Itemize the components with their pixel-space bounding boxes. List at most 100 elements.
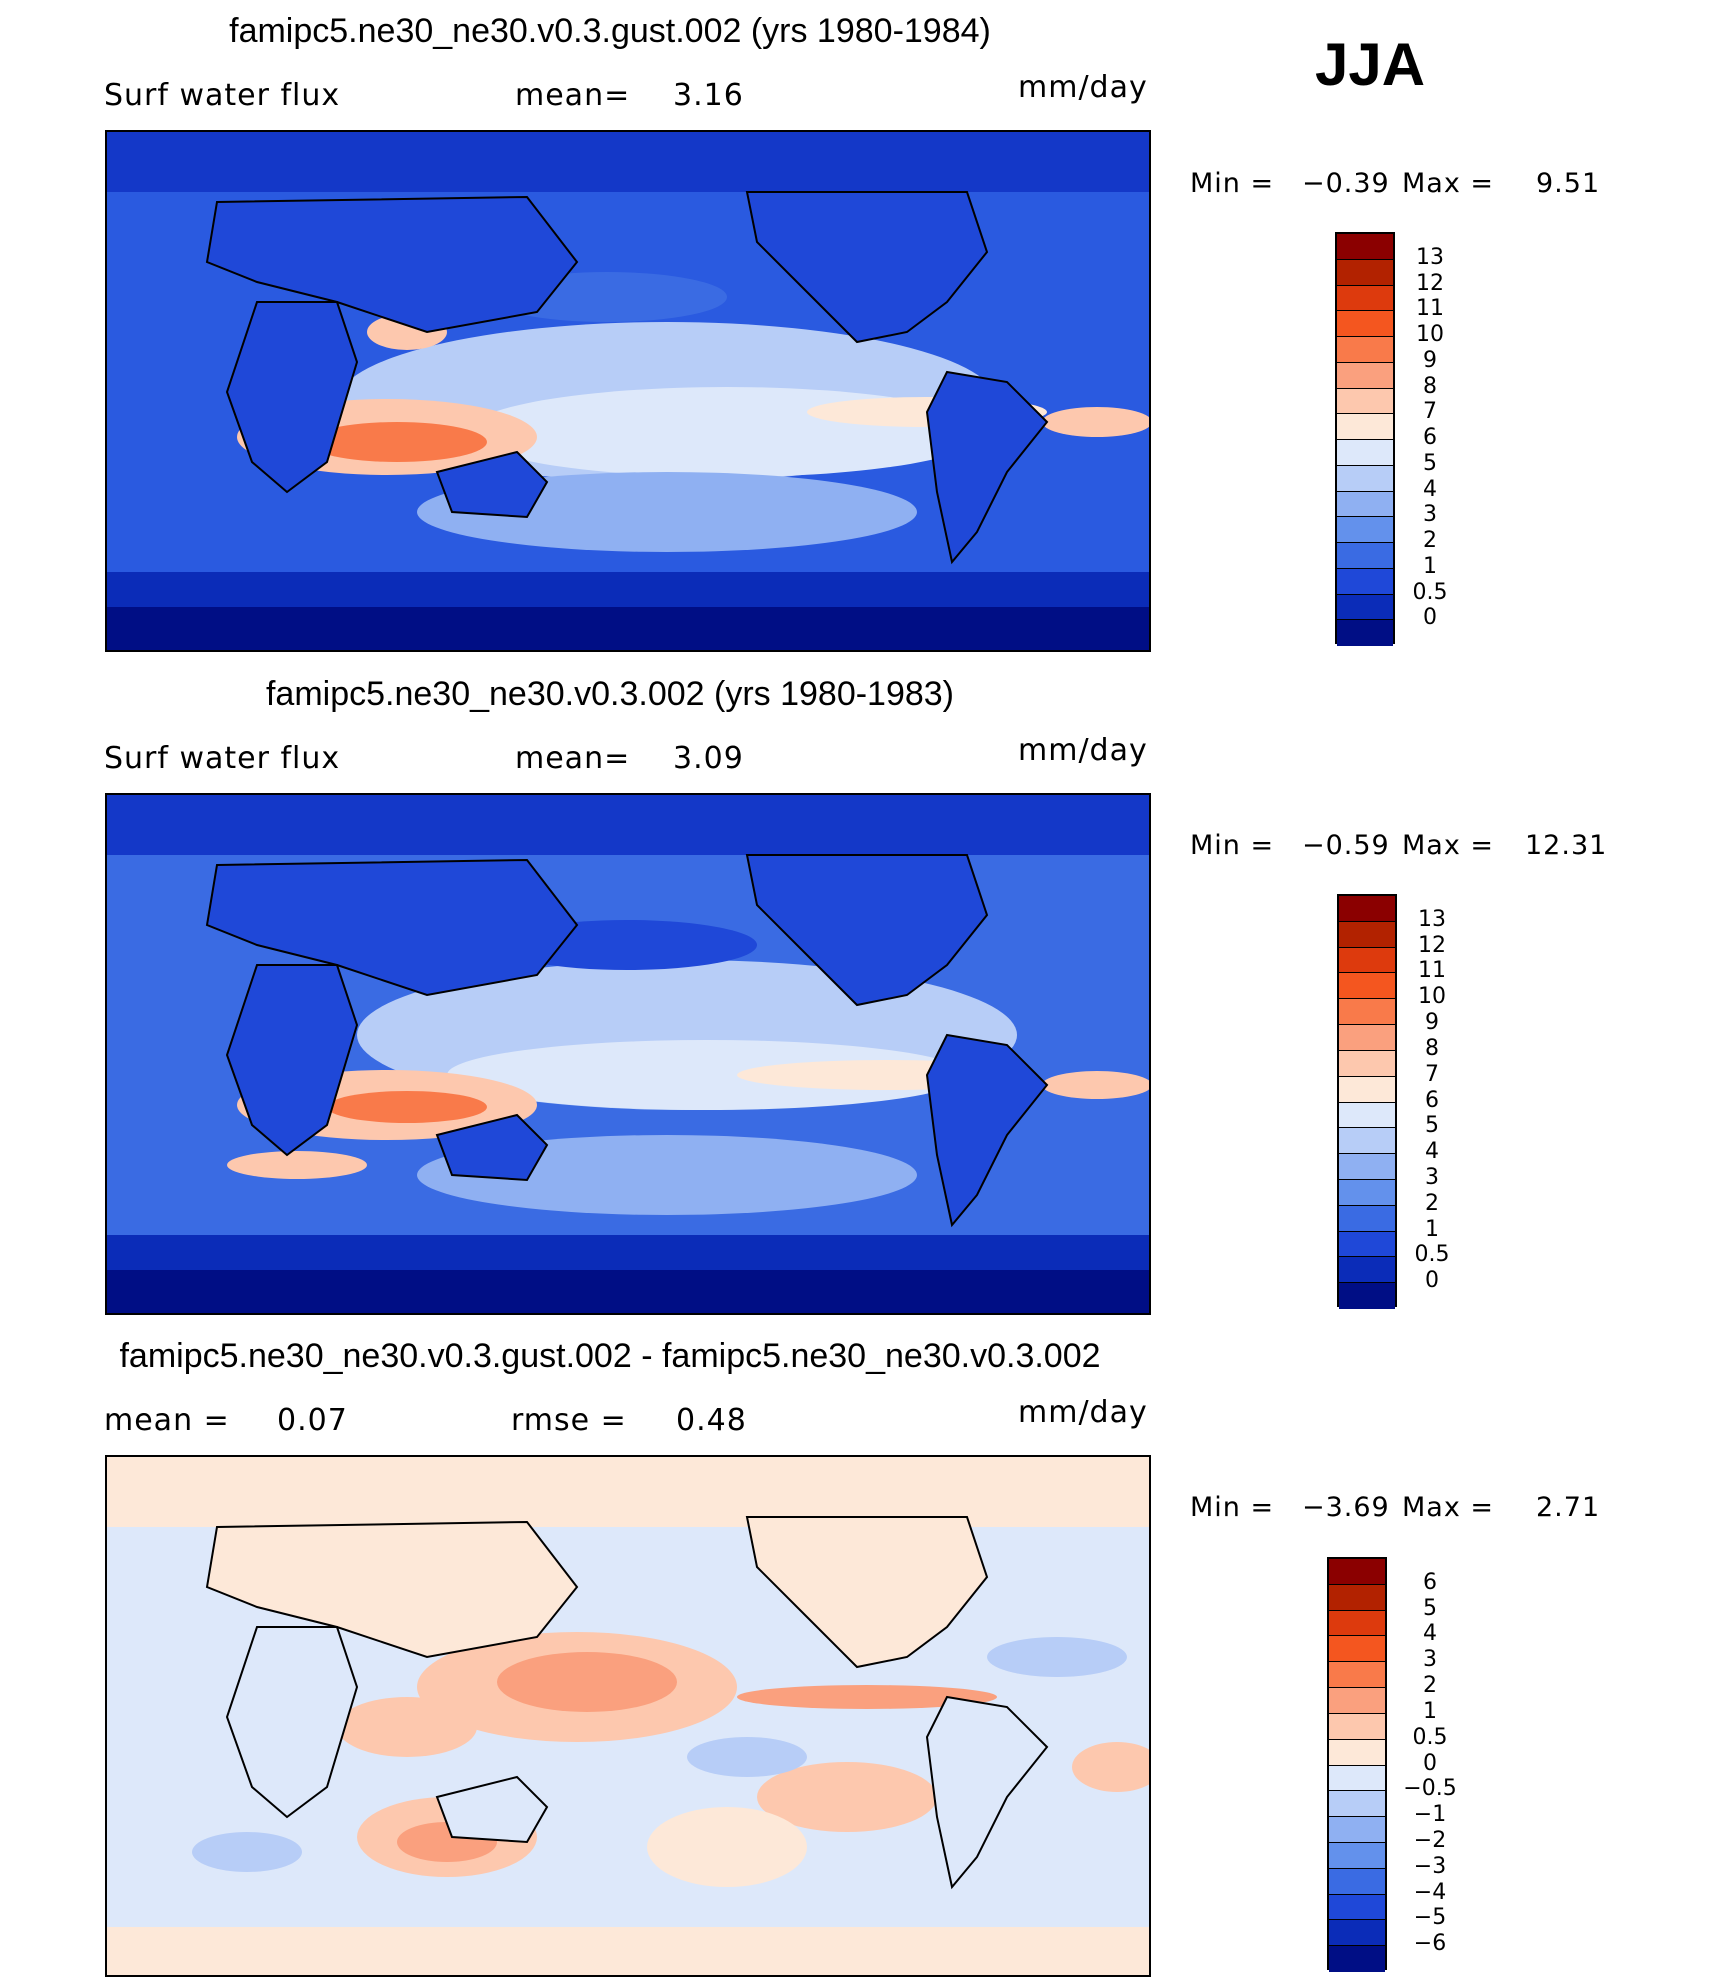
panel2-colorbar-tick-label: 13 bbox=[1418, 906, 1446, 932]
panel2-colorbar-tick-label: 12 bbox=[1418, 932, 1446, 958]
panel2-colorbar-tick-label: 1 bbox=[1425, 1216, 1439, 1242]
panel2-colorbar-tick-label: 11 bbox=[1418, 958, 1446, 984]
panel3-min-label: Min = bbox=[1190, 1492, 1275, 1523]
panel2-colorbar-swatch bbox=[1339, 999, 1395, 1026]
panel1-colorbar-tick-label: 3 bbox=[1423, 502, 1437, 528]
panel2-colorbar-tick-label: 4 bbox=[1425, 1139, 1439, 1165]
panel1-colorbar-tick-label: 2 bbox=[1423, 528, 1437, 553]
panel2-mean-value: 3.09 bbox=[673, 741, 744, 776]
panel3-colorbar-tick-label: −6 bbox=[1413, 1931, 1447, 1957]
panel3-rmse-value: 0.48 bbox=[676, 1403, 747, 1438]
panel3-map bbox=[105, 1455, 1151, 1977]
panel1-title: famipc5.ne30_ne30.v0.3.gust.002 (yrs 198… bbox=[229, 12, 991, 50]
panel3-colorbar-tick-label: 3 bbox=[1423, 1647, 1437, 1673]
panel1-colorbar-tick-label: 1 bbox=[1423, 553, 1437, 579]
panel1-colorbar-swatch bbox=[1337, 465, 1393, 492]
panel1-max-value: 9.51 bbox=[1536, 168, 1601, 199]
panel2-colorbar-swatch bbox=[1339, 1025, 1395, 1051]
panel2-max-label: Max = bbox=[1402, 830, 1495, 861]
panel3-colorbar-swatch bbox=[1329, 1610, 1385, 1637]
panel2-colorbar-swatch bbox=[1339, 1179, 1395, 1206]
panel1-colorbar-tick-label: 7 bbox=[1423, 399, 1437, 425]
panel3-colorbar-swatch bbox=[1329, 1713, 1385, 1740]
panel2-colorbar-tick-label: 2 bbox=[1425, 1190, 1439, 1216]
panel3-title: famipc5.ne30_ne30.v0.3.gust.002 - famipc… bbox=[119, 1337, 1101, 1375]
panel3-colorbar-tick-label: −3 bbox=[1413, 1853, 1447, 1879]
panel1-colorbar-tick-label: 5 bbox=[1423, 450, 1437, 476]
panel1-colorbar-swatch bbox=[1337, 568, 1393, 595]
panel3-colorbar-swatch bbox=[1329, 1868, 1385, 1895]
panel2-colorbar-swatch bbox=[1339, 1128, 1395, 1155]
panel2-colorbar-swatch bbox=[1339, 1257, 1395, 1284]
panel1-min-value: −0.39 bbox=[1302, 168, 1390, 199]
panel1-mean-value: 3.16 bbox=[673, 78, 744, 113]
panel3-colorbar-swatch bbox=[1329, 1791, 1385, 1818]
panel2-colorbar-swatch bbox=[1339, 1102, 1395, 1129]
panel2-colorbar-swatch bbox=[1339, 973, 1395, 1000]
panel2-colorbar-tick-label: 7 bbox=[1425, 1061, 1439, 1087]
panel1-colorbar-tick-label: 8 bbox=[1423, 373, 1437, 399]
panel1-colorbar-swatch bbox=[1337, 337, 1393, 363]
panel2-colorbar-tick-label: 9 bbox=[1425, 1010, 1439, 1036]
panel3-colorbar-tick-label: 5 bbox=[1423, 1595, 1437, 1621]
panel3-map-field bbox=[107, 1457, 1149, 1975]
panel3-min-value: −3.69 bbox=[1302, 1492, 1390, 1523]
panel2-mean-label: mean= bbox=[515, 741, 631, 776]
panel1-colorbar-tick-label: 12 bbox=[1416, 270, 1444, 296]
panel1-colorbar-tick-label: 4 bbox=[1423, 476, 1437, 502]
panel2-colorbar-swatch bbox=[1339, 1154, 1395, 1180]
panel2-colorbar-tick-label: 5 bbox=[1425, 1113, 1439, 1139]
panel1-mean-label: mean= bbox=[515, 78, 631, 113]
panel2-colorbar-tick-label: 0.5 bbox=[1414, 1242, 1450, 1268]
panel3-colorbar-swatch bbox=[1329, 1559, 1385, 1585]
season-label: JJA bbox=[1315, 31, 1426, 98]
panel1-colorbar-swatch bbox=[1337, 311, 1393, 337]
panel1-colorbar-swatch bbox=[1337, 234, 1393, 260]
panel1-colorbar-swatch bbox=[1337, 491, 1393, 518]
panel2-units: mm/day bbox=[1018, 733, 1148, 768]
panel3-colorbar-swatch bbox=[1329, 1946, 1385, 1972]
panel3-rmse-label: rmse = bbox=[511, 1403, 627, 1438]
panel1-colorbar-tick-label: 0 bbox=[1423, 605, 1437, 631]
panel2-colorbar-swatch bbox=[1339, 1283, 1395, 1309]
panel2-colorbar bbox=[1337, 894, 1397, 1309]
panel1-colorbar-swatch bbox=[1337, 362, 1393, 389]
panel1-colorbar-swatch bbox=[1337, 543, 1393, 569]
panel3-colorbar-tick-label: 0 bbox=[1423, 1750, 1437, 1776]
panel3-colorbar-swatch bbox=[1329, 1817, 1385, 1843]
panel3-colorbar-tick-label: 4 bbox=[1423, 1621, 1437, 1647]
panel2-max-value: 12.31 bbox=[1525, 830, 1608, 861]
panel3-colorbar-tick-label: −0.5 bbox=[1403, 1776, 1457, 1802]
panel3-colorbar-swatch bbox=[1329, 1688, 1385, 1714]
panel2-min-value: −0.59 bbox=[1302, 830, 1390, 861]
panel1-colorbar-swatch bbox=[1337, 285, 1393, 312]
panel2-colorbar-swatch bbox=[1339, 921, 1395, 948]
panel2-colorbar-tick-label: 8 bbox=[1425, 1035, 1439, 1061]
panel1-map bbox=[105, 130, 1151, 652]
panel2-colorbar-tick-label: 10 bbox=[1418, 984, 1446, 1010]
panel3-colorbar-tick-label: 1 bbox=[1423, 1698, 1437, 1724]
panel2-colorbar-swatch bbox=[1339, 1205, 1395, 1232]
panel1-max-label: Max = bbox=[1402, 168, 1495, 199]
panel1-colorbar bbox=[1335, 232, 1395, 646]
panel3-colorbar-swatch bbox=[1329, 1920, 1385, 1947]
panel1-colorbar-tick-label: 13 bbox=[1416, 244, 1444, 270]
panel3-colorbar-swatch bbox=[1329, 1739, 1385, 1766]
panel2-map-field bbox=[107, 795, 1149, 1313]
panel2-colorbar-swatch bbox=[1339, 896, 1395, 922]
panel3-units: mm/day bbox=[1018, 1395, 1148, 1430]
panel1-colorbar-swatch bbox=[1337, 620, 1393, 646]
panel2-colorbar-swatch bbox=[1339, 947, 1395, 974]
panel1-colorbar-swatch bbox=[1337, 594, 1393, 621]
panel2-variable: Surf water flux bbox=[104, 741, 341, 776]
panel3-colorbar-swatch bbox=[1329, 1894, 1385, 1921]
panel2-colorbar-tick-label: 0 bbox=[1425, 1268, 1439, 1294]
panel2-map bbox=[105, 793, 1151, 1315]
panel3-colorbar-tick-label: 2 bbox=[1423, 1673, 1437, 1699]
panel2-min-label: Min = bbox=[1190, 830, 1275, 861]
panel2-colorbar-swatch bbox=[1339, 1050, 1395, 1077]
panel3-colorbar bbox=[1327, 1557, 1387, 1972]
panel3-mean-value: 0.07 bbox=[277, 1403, 348, 1438]
panel1-colorbar-tick-label: 6 bbox=[1423, 425, 1437, 450]
panel2-colorbar-swatch bbox=[1339, 1231, 1395, 1258]
